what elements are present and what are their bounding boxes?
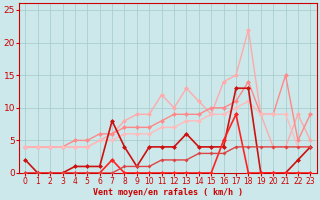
- X-axis label: Vent moyen/en rafales ( km/h ): Vent moyen/en rafales ( km/h ): [93, 188, 243, 197]
